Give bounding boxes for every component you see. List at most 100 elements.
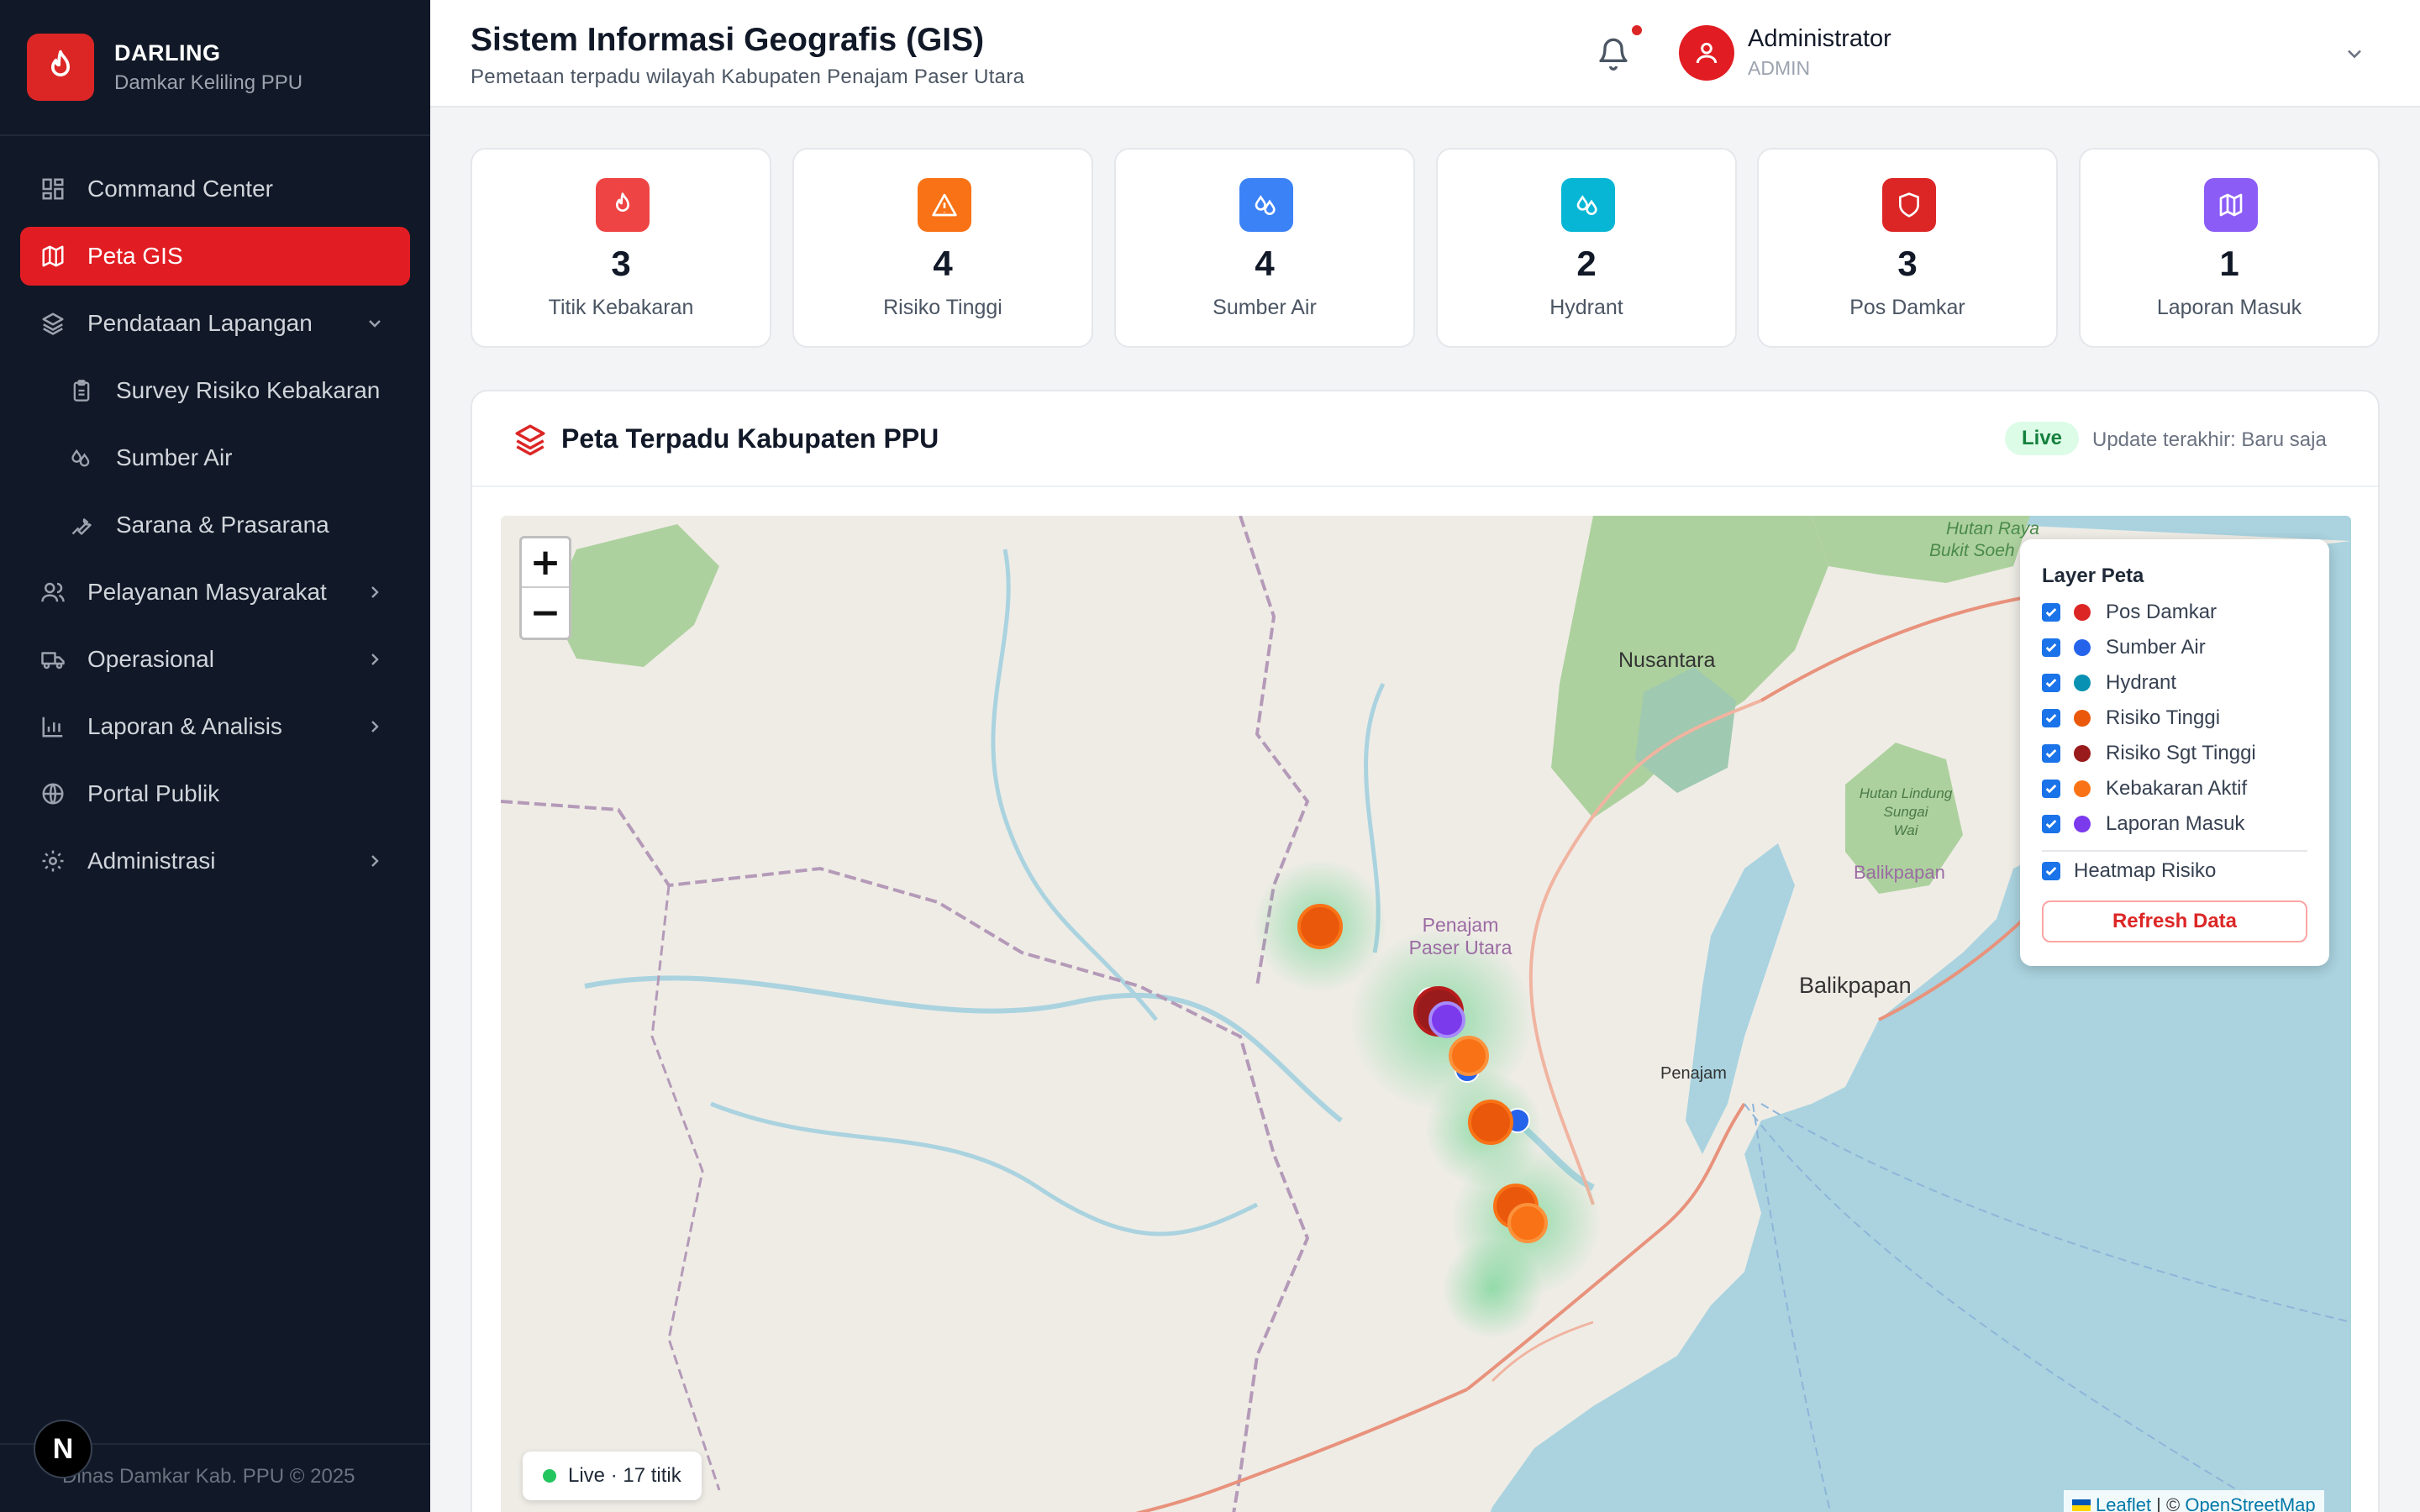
zoom-out-button[interactable]: −	[529, 591, 561, 634]
layers-icon	[39, 309, 67, 338]
top-header: Sistem Informasi Geografis (GIS) Pemetaa…	[430, 0, 2420, 108]
marker-kebakaran-aktif	[1449, 1036, 1489, 1076]
checkbox-checked-icon[interactable]	[2042, 744, 2060, 763]
layer-toggle-kebakaran-aktif[interactable]: Kebakaran Aktif	[2042, 776, 2247, 801]
notification-bell-icon[interactable]	[1593, 34, 1634, 74]
map-panel: Peta Terpadu Kabupaten PPU Live Update t…	[471, 390, 2380, 1512]
stat-value: 3	[611, 244, 631, 283]
stat-card-titik-kebakaran[interactable]: 3 Titik Kebakaran	[471, 148, 771, 348]
checkbox-checked-icon[interactable]	[2042, 603, 2060, 622]
checkbox-checked-icon[interactable]	[2042, 815, 2060, 833]
sidebar-item-label: Sumber Air	[116, 444, 233, 470]
openstreetmap-link[interactable]: OpenStreetMap	[2185, 1494, 2316, 1512]
shield-icon	[1882, 178, 1936, 232]
layer-toggle-pos-damkar[interactable]: Pos Damkar	[2042, 600, 2217, 625]
sidebar-item-label: Sarana & Prasarana	[116, 512, 329, 538]
map-icon	[39, 242, 67, 270]
stat-card-sumber-air[interactable]: 4 Sumber Air	[1114, 148, 1415, 348]
leaflet-link[interactable]: Leaflet	[2096, 1494, 2152, 1512]
marker-risiko-tinggi	[1297, 904, 1343, 949]
stat-value: 3	[1897, 244, 1918, 283]
zoom-in-button[interactable]: +	[522, 538, 569, 588]
layer-control: Layer Peta Pos Damkar Sumber Air Hydrant…	[2020, 539, 2329, 966]
sidebar-item-sumber-air[interactable]: Sumber Air	[20, 428, 410, 487]
sidebar-item-label: Pendataan Lapangan	[87, 310, 313, 336]
layer-label: Risiko Sgt Tinggi	[2106, 742, 2256, 764]
stat-value: 2	[1576, 244, 1597, 283]
droplets-icon	[67, 444, 96, 472]
sidebar-item-label: Administrasi	[87, 848, 216, 874]
legend-dot	[2074, 710, 2091, 727]
droplets-icon	[1239, 178, 1293, 232]
sidebar-item-survey-risiko[interactable]: Survey Risiko Kebakaran	[20, 361, 410, 420]
checkbox-checked-icon[interactable]	[2042, 674, 2060, 692]
legend-dot	[2074, 780, 2091, 797]
legend-dot	[2074, 604, 2091, 621]
stat-card-risiko-tinggi[interactable]: 4 Risiko Tinggi	[792, 148, 1093, 348]
chevron-down-icon[interactable]	[2343, 42, 2366, 66]
update-timestamp: Update terakhir: Baru saja	[2092, 428, 2327, 451]
checkbox-checked-icon[interactable]	[2042, 638, 2060, 657]
map-label-hutan-raya: Hutan Raya	[1946, 519, 2039, 538]
sidebar-item-operasional[interactable]: Operasional	[20, 630, 410, 689]
avatar[interactable]	[1679, 25, 1734, 81]
layer-label: Pos Damkar	[2106, 601, 2217, 623]
live-status-dot	[543, 1469, 556, 1483]
map-label-hutan-lindung: Hutan Lindung	[1860, 785, 1953, 801]
checkbox-checked-icon[interactable]	[2042, 780, 2060, 798]
layer-toggle-risiko-sgt-tinggi[interactable]: Risiko Sgt Tinggi	[2042, 741, 2256, 766]
truck-icon	[39, 645, 67, 674]
layer-control-title: Layer Peta	[2042, 564, 2144, 587]
sidebar-item-label: Survey Risiko Kebakaran	[116, 377, 381, 403]
stat-label: Hydrant	[1549, 296, 1623, 319]
checkbox-checked-icon[interactable]	[2042, 709, 2060, 727]
marker-laporan-masuk	[1428, 1001, 1465, 1038]
checkbox-checked-icon[interactable]	[2042, 862, 2060, 880]
map-icon	[2204, 178, 2258, 232]
layer-label: Kebakaran Aktif	[2106, 777, 2248, 800]
layer-toggle-laporan-masuk[interactable]: Laporan Masuk	[2042, 811, 2244, 837]
stat-card-hydrant[interactable]: 2 Hydrant	[1436, 148, 1737, 348]
layer-toggle-sumber-air[interactable]: Sumber Air	[2042, 635, 2206, 660]
stat-card-pos-damkar[interactable]: 3 Pos Damkar	[1757, 148, 2058, 348]
sidebar-item-pelayanan-masyarakat[interactable]: Pelayanan Masyarakat	[20, 563, 410, 622]
map-markers[interactable]	[1297, 904, 1548, 1243]
refresh-data-button[interactable]: Refresh Data	[2042, 900, 2307, 942]
clipboard-icon	[67, 376, 96, 405]
dev-badge[interactable]: N	[34, 1420, 92, 1478]
map-label-penajam-paser-utara-2: Paser Utara	[1409, 937, 1512, 958]
chevron-right-icon	[363, 849, 387, 873]
gis-map[interactable]: Nusantara Penajam Paser Utara Penajam Ba…	[501, 516, 2351, 1512]
sidebar-item-sarana-prasarana[interactable]: Sarana & Prasarana	[20, 496, 410, 554]
sidebar-item-peta-gis[interactable]: Peta GIS	[20, 227, 410, 286]
sidebar-item-command-center[interactable]: Command Center	[20, 160, 410, 218]
map-label-penajam: Penajam	[1660, 1064, 1727, 1083]
live-badge: Live	[2005, 422, 2080, 455]
sidebar: DARLING Damkar Keliling PPU Command Cent…	[0, 0, 430, 1512]
layer-label: Laporan Masuk	[2106, 812, 2245, 835]
sidebar-footer: Dinas Damkar Kab. PPU © 2025	[62, 1465, 355, 1488]
sidebar-item-label: Peta GIS	[87, 243, 183, 269]
map-panel-header: Peta Terpadu Kabupaten PPU Live Update t…	[472, 391, 2378, 487]
map-label-bukit-soeh: Bukit Soeh	[1929, 541, 2015, 560]
stat-value: 1	[2219, 244, 2239, 283]
chevron-right-icon	[363, 648, 387, 671]
stat-card-laporan-masuk[interactable]: 1 Laporan Masuk	[2079, 148, 2380, 348]
sidebar-item-label: Pelayanan Masyarakat	[87, 579, 327, 605]
layer-toggle-hydrant[interactable]: Hydrant	[2042, 670, 2176, 696]
map-label-wai: Wai	[1894, 822, 1919, 838]
sidebar-item-pendataan-lapangan[interactable]: Pendataan Lapangan	[20, 294, 410, 353]
brand[interactable]: DARLING Damkar Keliling PPU	[27, 34, 302, 101]
sidebar-item-laporan-analisis[interactable]: Laporan & Analisis	[20, 697, 410, 756]
layer-toggle-risiko-tinggi[interactable]: Risiko Tinggi	[2042, 706, 2220, 731]
layer-toggle-heatmap[interactable]: Heatmap Risiko	[2042, 858, 2216, 884]
ukraine-flag-icon	[2072, 1499, 2091, 1511]
legend-dot	[2074, 639, 2091, 656]
legend-dot	[2074, 675, 2091, 691]
brand-subtitle: Damkar Keliling PPU	[114, 71, 303, 94]
sidebar-item-portal-publik[interactable]: Portal Publik	[20, 764, 410, 823]
sidebar-item-administrasi[interactable]: Administrasi	[20, 832, 410, 890]
layer-label: Hydrant	[2106, 671, 2177, 694]
user-name[interactable]: Administrator	[1748, 25, 1891, 52]
map-attribution: Leaflet | © OpenStreetMap	[2064, 1490, 2324, 1512]
